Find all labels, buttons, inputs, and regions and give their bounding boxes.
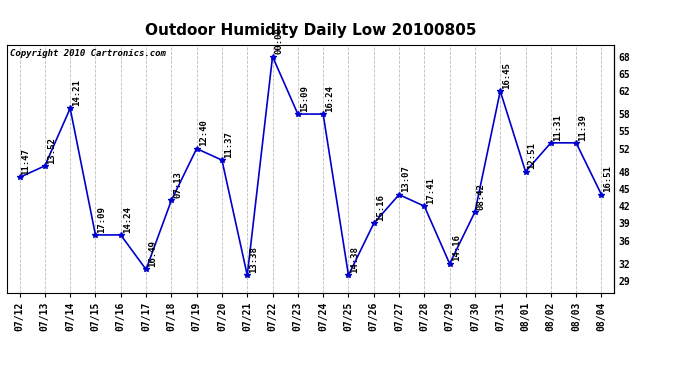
Text: 17:41: 17:41 [426, 177, 435, 204]
Text: 07:13: 07:13 [173, 171, 182, 198]
Text: 08:42: 08:42 [477, 183, 486, 210]
Text: 15:09: 15:09 [300, 85, 309, 112]
Text: 12:40: 12:40 [199, 119, 208, 146]
Text: 11:39: 11:39 [578, 114, 587, 141]
Text: 13:38: 13:38 [249, 246, 258, 273]
Text: 13:07: 13:07 [401, 165, 410, 192]
Text: 12:51: 12:51 [528, 142, 537, 170]
Text: 11:37: 11:37 [224, 131, 233, 158]
Text: 14:21: 14:21 [72, 79, 81, 106]
Text: 11:47: 11:47 [21, 148, 30, 175]
Text: 14:38: 14:38 [351, 246, 359, 273]
Text: 16:51: 16:51 [604, 165, 613, 192]
Text: 16:24: 16:24 [325, 85, 334, 112]
Text: 14:24: 14:24 [123, 206, 132, 232]
Text: 16:45: 16:45 [502, 62, 511, 89]
Text: 16:49: 16:49 [148, 240, 157, 267]
Text: 11:31: 11:31 [553, 114, 562, 141]
Text: Outdoor Humidity Daily Low 20100805: Outdoor Humidity Daily Low 20100805 [145, 22, 476, 38]
Text: 17:09: 17:09 [97, 206, 106, 232]
Text: Copyright 2010 Cartronics.com: Copyright 2010 Cartronics.com [10, 49, 166, 58]
Text: 14:16: 14:16 [452, 234, 461, 261]
Text: 13:52: 13:52 [47, 137, 56, 164]
Text: 00:00: 00:00 [275, 27, 284, 54]
Text: 15:16: 15:16 [376, 194, 385, 221]
